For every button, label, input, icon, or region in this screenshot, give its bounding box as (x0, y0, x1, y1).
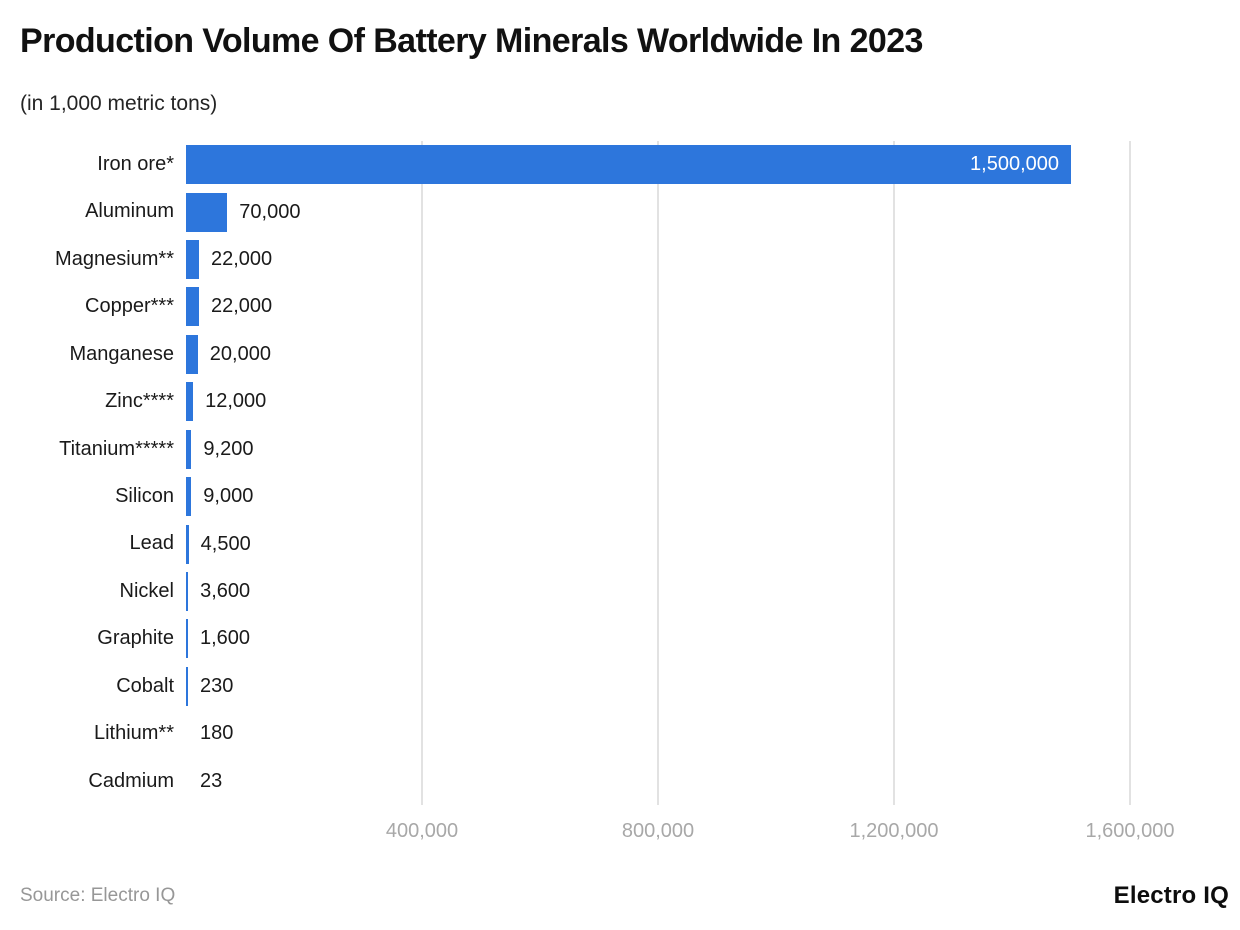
category-label: Manganese (69, 342, 174, 365)
value-label: 3,600 (200, 580, 251, 603)
bar (186, 382, 194, 422)
category-label: Magnesium** (55, 247, 174, 270)
category-label: Lead (129, 532, 175, 555)
bar (186, 287, 199, 327)
bar (186, 192, 228, 232)
category-label: Zinc**** (105, 390, 174, 413)
bar-row: 9,200 (186, 426, 1189, 473)
category-label: Silicon (115, 485, 174, 507)
bar (186, 477, 192, 517)
bar (186, 240, 199, 280)
bar-row: 180 (186, 710, 1189, 757)
category-label: Cobalt (116, 674, 174, 697)
value-label: 4,500 (200, 532, 251, 555)
bar (186, 334, 198, 374)
category-label: Graphite (97, 627, 174, 650)
value-label: 22,000 (210, 295, 273, 318)
x-tick-label: 1,600,000 (1085, 820, 1175, 842)
value-label: 12,000 (205, 390, 267, 413)
category-label: Iron ore* (97, 153, 174, 175)
bar-row: 22,000 (186, 283, 1189, 330)
value-label: 9,000 (203, 485, 254, 508)
value-label: 70,000 (239, 200, 301, 223)
gridline (1129, 141, 1131, 805)
category-label: Lithium** (93, 722, 174, 745)
value-label: 20,000 (209, 342, 271, 365)
category-label: Titanium***** (59, 437, 174, 460)
brand-logo: Electro IQ (1113, 882, 1229, 909)
bar-row: 22,000 (186, 236, 1189, 283)
bar-row: 12,000 (186, 378, 1189, 425)
value-label: 180 (200, 722, 234, 745)
x-tick-label: 400,000 (385, 820, 459, 842)
x-tick-label: 1,200,000 (849, 820, 939, 842)
bar (186, 619, 188, 659)
bar-row: 70,000 (186, 188, 1189, 235)
value-label: 1,500,000 (970, 153, 1059, 176)
gridline (421, 141, 423, 805)
x-axis: 400,000 800,000 1,200,000 1,600,000 (186, 820, 1189, 850)
value-label: 230 (200, 674, 234, 697)
value-label: 23 (200, 769, 223, 792)
plot-area: 1,500,000 70,000 22,000 22,000 20,000 12,000 9… (186, 141, 1189, 805)
value-label: 22,000 (210, 248, 273, 271)
bar (186, 429, 192, 469)
value-label: 1,600 (200, 627, 251, 650)
category-label: Nickel (119, 579, 174, 602)
category-label: Cadmium (88, 769, 174, 792)
gridline (893, 141, 895, 805)
bar-row: 230 (186, 663, 1189, 710)
bar-row: 3,600 (186, 568, 1189, 615)
x-tick-label: 800,000 (621, 820, 695, 842)
gridline (657, 141, 659, 805)
bar (186, 572, 189, 612)
category-axis: Iron ore* Aluminum Magnesium** Copper*** Man… (0, 141, 174, 805)
bar (186, 666, 188, 706)
chart-subtitle: (in 1,000 metric tons) (20, 92, 218, 115)
chart-title: Production Volume Of Battery Minerals Wo… (20, 22, 923, 60)
category-label: Copper*** (85, 295, 174, 318)
bar-row: 9,000 (186, 473, 1189, 520)
bar-row: 1,600 (186, 615, 1189, 662)
bar (186, 524, 189, 564)
value-label: 9,200 (203, 437, 254, 460)
source-note: Source: Electro IQ (20, 885, 176, 906)
bar-row: 1,500,000 (186, 141, 1189, 188)
bar (186, 145, 1071, 185)
bar-row: 20,000 (186, 331, 1189, 378)
bar-row: 4,500 (186, 520, 1189, 567)
category-label: Aluminum (85, 200, 174, 223)
bar-row: 23 (186, 758, 1189, 805)
